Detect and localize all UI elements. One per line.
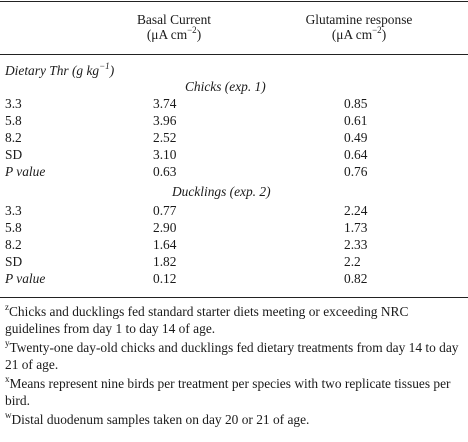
cell-basal: 0.77 (153, 203, 177, 218)
footnote: wDistal duodenum samples taken on day 20… (5, 409, 310, 427)
cell-glutamine: 1.73 (344, 220, 368, 235)
table-row-label: 3.3 (5, 203, 22, 218)
table-row-label: 5.8 (5, 113, 22, 128)
cell-basal: 1.82 (153, 254, 177, 269)
footnote: yTwenty-one day-old chicks and ducklings… (5, 337, 459, 372)
cell-glutamine: 2.2 (344, 254, 361, 269)
table-row-label: 5.8 (5, 220, 22, 235)
cell-glutamine: 0.85 (344, 96, 368, 111)
cell-glutamine: 0.64 (344, 147, 368, 162)
column-title: Glutamine response (305, 12, 413, 27)
table-row-label: P value (5, 271, 46, 286)
row-header-dietary-thr: Dietary Thr (g kg−1) (5, 60, 115, 78)
cell-basal: 1.64 (153, 237, 177, 252)
cell-basal: 0.63 (153, 164, 177, 179)
table-bottom-rule (0, 297, 468, 298)
column-header-glutamine-response: Glutamine response (μA cm−2) (279, 12, 439, 42)
cell-basal: 0.12 (153, 271, 177, 286)
table-row-label: SD (5, 254, 23, 269)
table-top-rule (0, 1, 468, 2)
footnote: xMeans represent nine birds per treatmen… (5, 373, 451, 408)
footnote: zChicks and ducklings fed standard start… (5, 301, 409, 336)
cell-basal: 2.90 (153, 220, 177, 235)
cell-basal: 3.74 (153, 96, 177, 111)
table-row-label: SD (5, 147, 23, 162)
table-row-label: 8.2 (5, 237, 22, 252)
cell-glutamine: 0.61 (344, 113, 368, 128)
cell-glutamine: 0.82 (344, 271, 368, 286)
section-title-chicks: Chicks (exp. 1) (185, 79, 266, 94)
cell-basal: 3.96 (153, 113, 177, 128)
cell-glutamine: 0.49 (344, 130, 368, 145)
cell-basal: 2.52 (153, 130, 177, 145)
column-unit: (μA cm−2) (331, 24, 387, 42)
column-title: Basal Current (136, 12, 211, 27)
table-row-label: 3.3 (5, 96, 22, 111)
section-title-ducklings: Ducklings (exp. 2) (172, 184, 271, 199)
table-row-label: P value (5, 164, 46, 179)
cell-glutamine: 2.24 (344, 203, 368, 218)
column-unit: (μA cm−2) (146, 24, 202, 42)
table-row-label: 8.2 (5, 130, 22, 145)
column-header-basal-current: Basal Current (μA cm−2) (104, 12, 244, 42)
cell-glutamine: 0.76 (344, 164, 368, 179)
header-rule (0, 54, 468, 55)
cell-glutamine: 2.33 (344, 237, 368, 252)
cell-basal: 3.10 (153, 147, 177, 162)
